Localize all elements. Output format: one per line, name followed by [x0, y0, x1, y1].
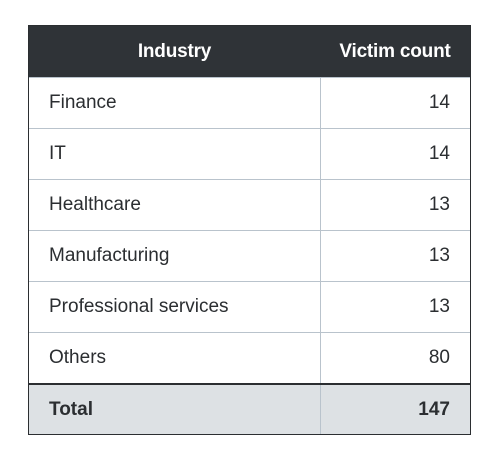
- total-count: 147: [320, 383, 470, 434]
- table-row: Others 80: [29, 332, 470, 384]
- total-row: Total 147: [29, 383, 470, 434]
- cell-count: 80: [320, 332, 470, 384]
- header-row: Industry Victim count: [29, 26, 470, 78]
- table-row: IT 14: [29, 128, 470, 180]
- column-header-victim-count: Victim count: [320, 26, 470, 78]
- table-body: Finance 14 IT 14 Healthcare 13 Manufactu…: [29, 77, 470, 384]
- cell-count: 14: [320, 77, 470, 129]
- table-footer: Total 147: [29, 383, 470, 434]
- column-header-industry: Industry: [29, 26, 320, 78]
- table-row: Finance 14: [29, 77, 470, 129]
- cell-industry: Finance: [29, 77, 321, 129]
- table-header: Industry Victim count: [29, 26, 470, 78]
- table-row: Healthcare 13: [29, 179, 470, 231]
- cell-industry: Professional services: [29, 281, 321, 333]
- cell-industry: Others: [29, 332, 321, 384]
- cell-count: 13: [320, 179, 470, 231]
- data-table: Industry Victim count Finance 14 IT 14 H…: [29, 26, 470, 434]
- cell-industry: IT: [29, 128, 321, 180]
- industry-victim-table: Industry Victim count Finance 14 IT 14 H…: [28, 25, 471, 435]
- total-label: Total: [29, 383, 321, 434]
- cell-industry: Manufacturing: [29, 230, 321, 282]
- table-row: Manufacturing 13: [29, 230, 470, 282]
- cell-count: 13: [320, 230, 470, 282]
- table-row: Professional services 13: [29, 281, 470, 333]
- cell-industry: Healthcare: [29, 179, 321, 231]
- cell-count: 14: [320, 128, 470, 180]
- cell-count: 13: [320, 281, 470, 333]
